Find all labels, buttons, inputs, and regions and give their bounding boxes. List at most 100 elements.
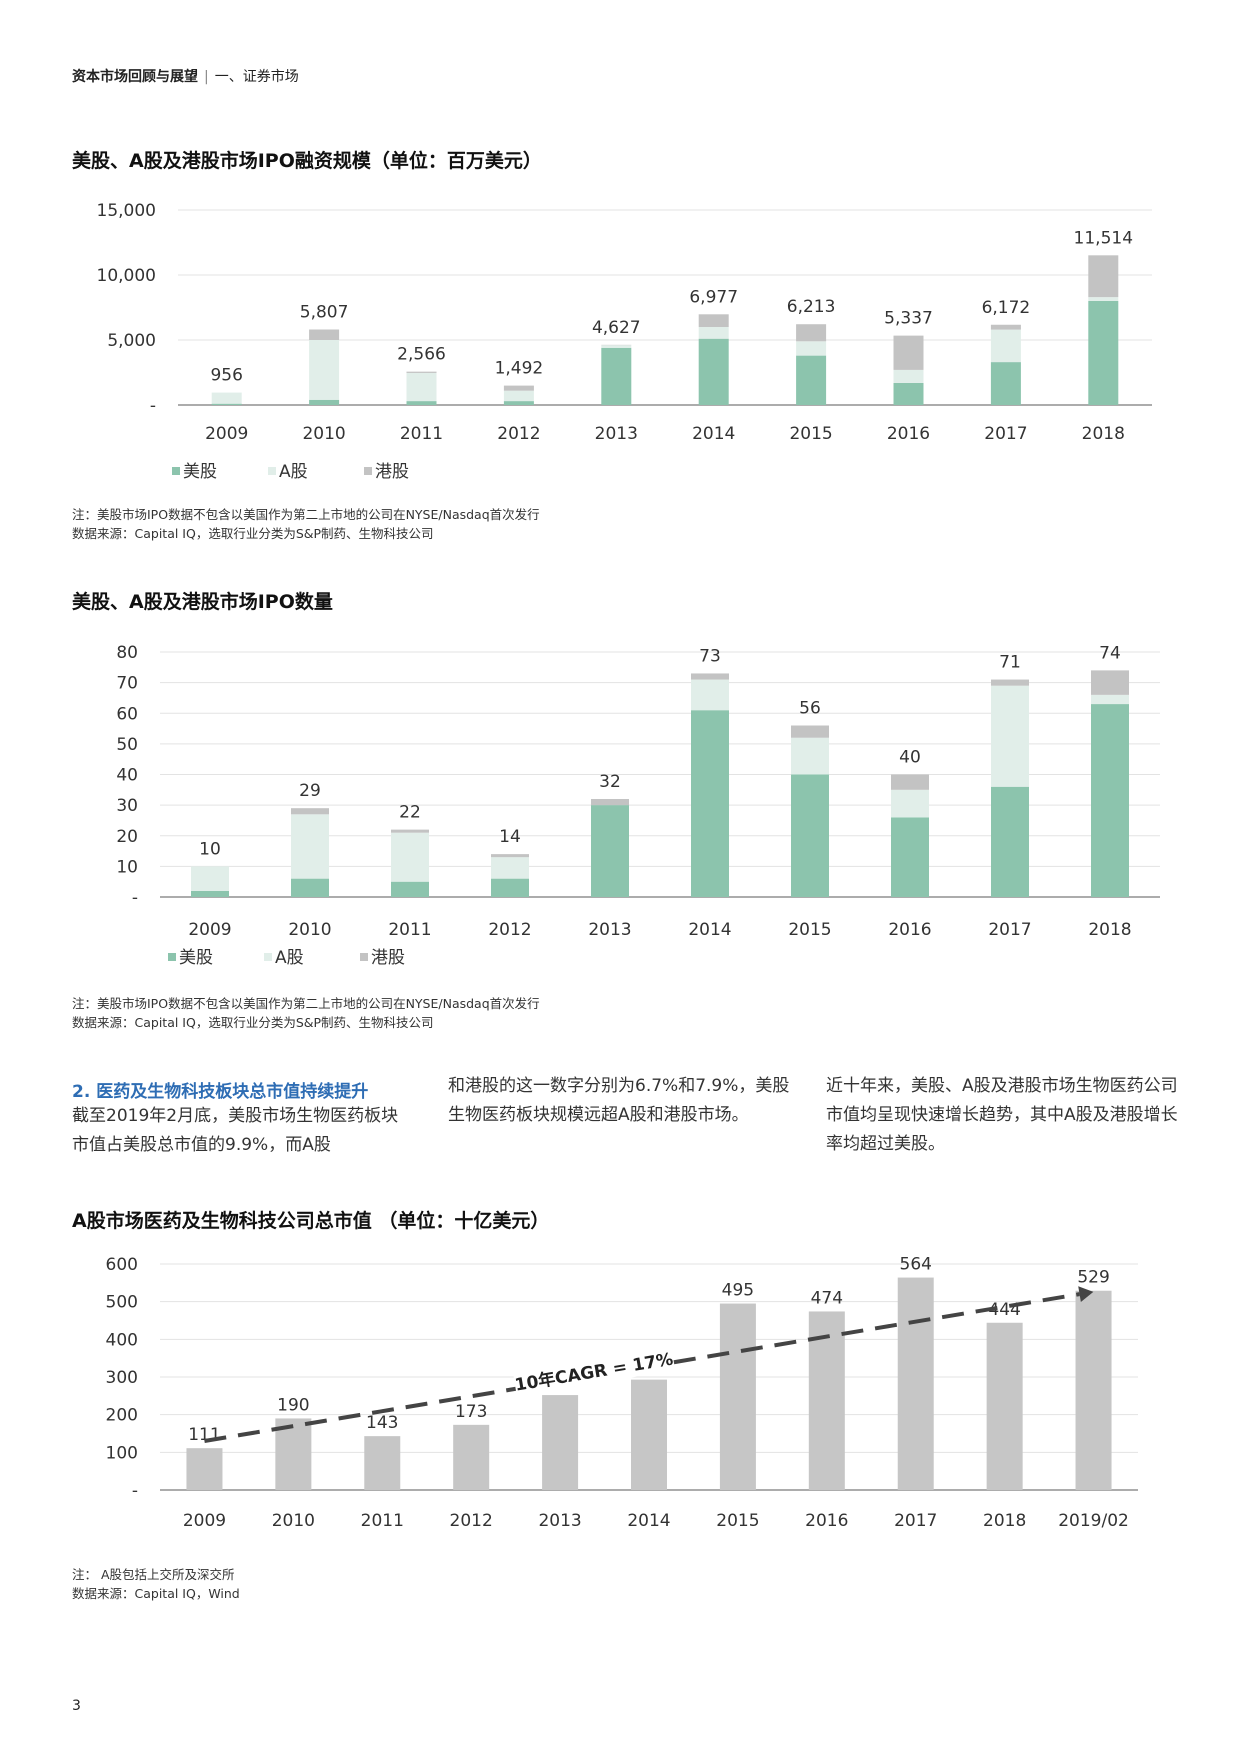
legend-hk-label: 港股: [375, 462, 409, 482]
bar: [986, 1322, 1023, 1490]
chart3-source: 数据来源：Capital IQ，Wind: [72, 1586, 240, 1601]
bar-value-label: 111: [188, 1425, 220, 1445]
bar-segment-a: [1091, 694, 1129, 705]
bar-segment-a: [211, 392, 242, 404]
bar-segment-us: [1088, 301, 1119, 405]
y-tick-label: 20: [116, 827, 138, 847]
bar: [631, 1379, 667, 1490]
bar-segment-us: [991, 786, 1029, 897]
section-label: 一、证券市场: [214, 69, 299, 85]
chart1-title: 美股、A股及港股市场IPO融资规模（单位：百万美元）: [72, 150, 542, 172]
y-tick-label: 200: [106, 1406, 138, 1426]
bar-segment-us: [309, 399, 340, 405]
x-tick-label: 2011: [388, 920, 431, 940]
bar-total-label: 6,213: [787, 297, 836, 317]
bar-segment-us: [191, 890, 229, 897]
chart2-source: 数据来源：Capital IQ，选取行业分类为S&P制药、生物科技公司: [72, 1015, 434, 1030]
x-tick-label: 2010: [272, 1511, 315, 1531]
bar-segment-a: [291, 814, 329, 879]
bar-segment-hk: [309, 329, 340, 340]
bar-segment-a: [893, 369, 924, 383]
legend-a-swatch: [264, 953, 272, 961]
chart1-source: 数据来源：Capital IQ，选取行业分类为S&P制药、生物科技公司: [72, 526, 434, 541]
bar: [719, 1303, 756, 1490]
y-tick-label: 80: [116, 643, 138, 663]
bar: [186, 1448, 223, 1490]
bar-segment-a: [503, 390, 534, 402]
bar: [453, 1424, 490, 1490]
bar-segment-hk: [991, 679, 1029, 686]
x-tick-label: 2014: [688, 920, 731, 940]
trend-arrowhead: [1078, 1286, 1094, 1303]
bar-segment-hk: [1088, 255, 1119, 298]
bar-segment-hk: [291, 808, 329, 815]
bar-value-label: 173: [455, 1402, 487, 1422]
legend-hk-swatch: [364, 467, 372, 475]
bar-segment-hk: [893, 335, 924, 370]
legend-a-label: A股: [279, 462, 308, 482]
chart2-notes: 注：美股市场IPO数据不包含以美国作为第二上市地的公司在NYSE/Nasdaq首…: [72, 994, 540, 1032]
bar-total-label: 10: [199, 839, 221, 859]
y-tick-label: 600: [106, 1255, 138, 1275]
bar-total-label: 56: [799, 699, 821, 719]
bar-total-label: 1,492: [495, 359, 544, 379]
bar-segment-a: [991, 685, 1029, 787]
bar-segment-hk: [503, 385, 534, 391]
chart2-ipo-count: - 10 20 30 40 50 60 70 80 10 2009 29 2010 22 2011 14 201…: [116, 643, 1160, 968]
x-tick-label: 2009: [188, 920, 231, 940]
bar-value-label: 495: [722, 1281, 754, 1301]
x-tick-label: 2014: [692, 424, 735, 444]
legend-hk-swatch: [360, 953, 368, 961]
bar-segment-us: [698, 338, 729, 405]
section2-col1: 2. 医药及生物科技板块总市值持续提升 截至2019年2月底，美股市场生物医药板…: [72, 1077, 412, 1160]
chart3-note: 注： A股包括上交所及深交所: [72, 1567, 235, 1582]
x-tick-label: 2013: [595, 424, 638, 444]
bar-total-label: 40: [899, 748, 921, 768]
bar-segment-us: [1091, 704, 1129, 897]
x-tick-label: 2013: [538, 1511, 581, 1531]
x-tick-label: 2016: [888, 920, 931, 940]
y-tick-label: 60: [116, 704, 138, 724]
bar-total-label: 6,977: [689, 287, 738, 307]
bar-segment-us: [893, 382, 924, 405]
chart1-note: 注：美股市场IPO数据不包含以美国作为第二上市地的公司在NYSE/Nasdaq首…: [72, 507, 540, 522]
x-tick-label: 2013: [588, 920, 631, 940]
bar-total-label: 73: [699, 646, 721, 666]
bar-segment-a: [698, 327, 729, 339]
bar-segment-hk: [491, 854, 529, 858]
bar-value-label: 474: [811, 1288, 843, 1308]
bar: [1075, 1290, 1112, 1490]
bar-total-label: 2,566: [397, 345, 446, 365]
bar-segment-a: [191, 866, 229, 891]
x-tick-label: 2010: [288, 920, 331, 940]
bar-total-label: 956: [210, 366, 242, 386]
bar-total-label: 14: [499, 827, 521, 847]
x-tick-label: 2017: [988, 920, 1031, 940]
bar-total-label: 71: [999, 653, 1021, 673]
bar-segment-hk: [796, 324, 827, 342]
legend-us-swatch: [172, 467, 180, 475]
y-tick-label: 50: [116, 735, 138, 755]
bar-segment-us: [796, 355, 827, 405]
bar-segment-us: [211, 403, 242, 405]
bar-segment-a: [406, 372, 437, 402]
y-tick-label: -: [132, 888, 138, 908]
bar: [897, 1277, 934, 1490]
bar-segment-us: [791, 774, 829, 897]
bar-total-label: 29: [299, 781, 321, 801]
x-tick-label: 2015: [789, 424, 832, 444]
bar-total-label: 32: [599, 772, 621, 792]
bar-segment-a: [891, 789, 929, 818]
bar-segment-us: [990, 362, 1021, 405]
y-tick-label: 5,000: [107, 331, 156, 351]
legend-us-label: 美股: [179, 948, 213, 968]
chart3-title: A股市场医药及生物科技公司总市值 （单位：十亿美元）: [72, 1210, 550, 1232]
bar-value-label: 529: [1077, 1268, 1109, 1288]
chart2-title: 美股、A股及港股市场IPO数量: [72, 591, 333, 613]
x-tick-label: 2009: [183, 1511, 226, 1531]
x-tick-label: 2011: [361, 1511, 404, 1531]
bar-total-label: 22: [399, 803, 421, 823]
section2-col2-text: 和港股的这一数字分别为6.7%和7.9%，美股生物医药板块规模远超A股和港股市场…: [448, 1076, 790, 1125]
bar-segment-a: [796, 341, 827, 356]
bar-segment-hk: [698, 314, 729, 327]
